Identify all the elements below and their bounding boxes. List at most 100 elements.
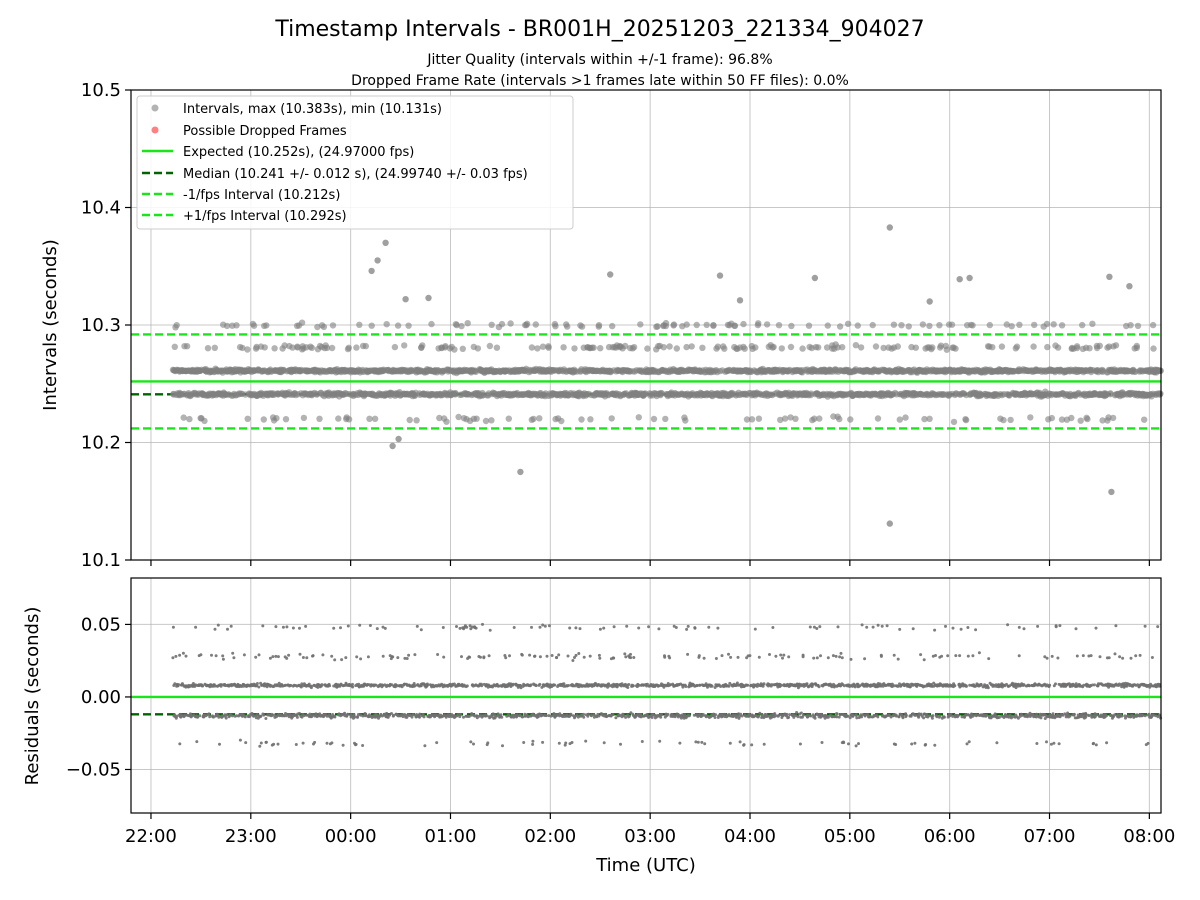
interval-point (693, 321, 700, 329)
residual-point (685, 627, 689, 631)
residual-point (885, 624, 889, 628)
residual-point (720, 654, 724, 658)
residual-point (849, 657, 853, 661)
residual-point (657, 627, 661, 631)
interval-outlier-point (886, 224, 893, 231)
interval-point (816, 415, 823, 422)
interval-point (211, 344, 218, 351)
residual-point (623, 652, 627, 656)
residual-point (714, 657, 718, 660)
residual-point (838, 655, 842, 659)
residual-point (847, 742, 850, 746)
residual-point (538, 682, 542, 686)
residual-point (631, 684, 635, 688)
residual-point (953, 684, 957, 688)
interval-point (857, 344, 865, 351)
residual-point (842, 741, 846, 745)
residual-point (805, 682, 809, 686)
residuals-plot-area (131, 578, 1161, 813)
residual-point (674, 626, 678, 629)
interval-point (401, 342, 408, 349)
residual-point (295, 715, 299, 719)
residual-point (441, 626, 445, 629)
residual-point (325, 741, 329, 745)
interval-point (1086, 345, 1093, 352)
residual-point (530, 625, 533, 629)
residual-point (301, 741, 305, 745)
residual-point (543, 624, 547, 628)
interval-point (261, 344, 268, 351)
residual-point (298, 626, 301, 630)
residual-point (311, 654, 315, 658)
interval-point (571, 345, 578, 352)
residual-point (458, 713, 462, 717)
interval-point (486, 342, 494, 350)
residual-point (512, 626, 516, 629)
interval-point (805, 322, 813, 329)
residual-point (171, 625, 175, 629)
residual-point (455, 625, 458, 628)
interval-point (498, 320, 506, 328)
residual-point (578, 627, 582, 631)
interval-point (869, 321, 876, 329)
residual-point (339, 626, 342, 630)
interval-point (836, 323, 844, 330)
interval-point (406, 416, 413, 424)
interval-point (948, 321, 956, 328)
interval-point (637, 321, 644, 328)
residual-point (244, 741, 248, 745)
residual-point (538, 625, 542, 629)
residual-point (598, 656, 602, 660)
interval-point (844, 320, 852, 327)
residual-point (590, 713, 593, 717)
residual-point (301, 656, 305, 659)
intervals-points (169, 319, 1164, 426)
interval-point (1089, 320, 1096, 327)
residual-point (748, 654, 752, 658)
interval-point (787, 343, 795, 351)
interval-point (1149, 321, 1157, 329)
residual-point (216, 623, 220, 627)
interval-point (371, 415, 379, 422)
residual-point (586, 712, 590, 716)
residual-point (304, 624, 308, 628)
residual-point (700, 740, 704, 744)
interval-point (852, 342, 860, 349)
residual-point (300, 715, 304, 719)
interval-point (523, 320, 531, 327)
interval-point (320, 323, 328, 331)
residual-point (801, 713, 805, 717)
residual-point (468, 655, 472, 659)
interval-point (839, 344, 846, 351)
interval-point (898, 322, 905, 329)
residual-point (259, 714, 263, 718)
residual-point (232, 656, 236, 660)
residual-point (333, 715, 337, 719)
residual-point (465, 684, 469, 688)
residual-point (713, 716, 717, 719)
interval-point (743, 416, 751, 423)
residual-point (678, 741, 682, 745)
residual-point (361, 744, 365, 747)
interval-point (880, 344, 887, 352)
residual-point (566, 684, 570, 687)
residual-point (742, 743, 746, 747)
residual-point (788, 713, 792, 717)
residual-point (940, 654, 944, 658)
interval-point (345, 344, 352, 351)
residual-point (504, 656, 508, 660)
residual-point (729, 655, 733, 659)
residual-point (275, 684, 279, 688)
residual-point (553, 683, 557, 687)
residual-point (351, 682, 354, 686)
residual-point (531, 739, 535, 743)
residual-point (927, 714, 931, 718)
interval-point (1099, 417, 1106, 424)
intervals-y-axis-label: Intervals (seconds) (40, 239, 61, 411)
residual-point (787, 655, 791, 659)
residual-point (768, 653, 771, 656)
interval-point (428, 320, 435, 328)
interval-point (741, 345, 748, 352)
interval-point (608, 415, 615, 422)
interval-point (366, 415, 373, 422)
